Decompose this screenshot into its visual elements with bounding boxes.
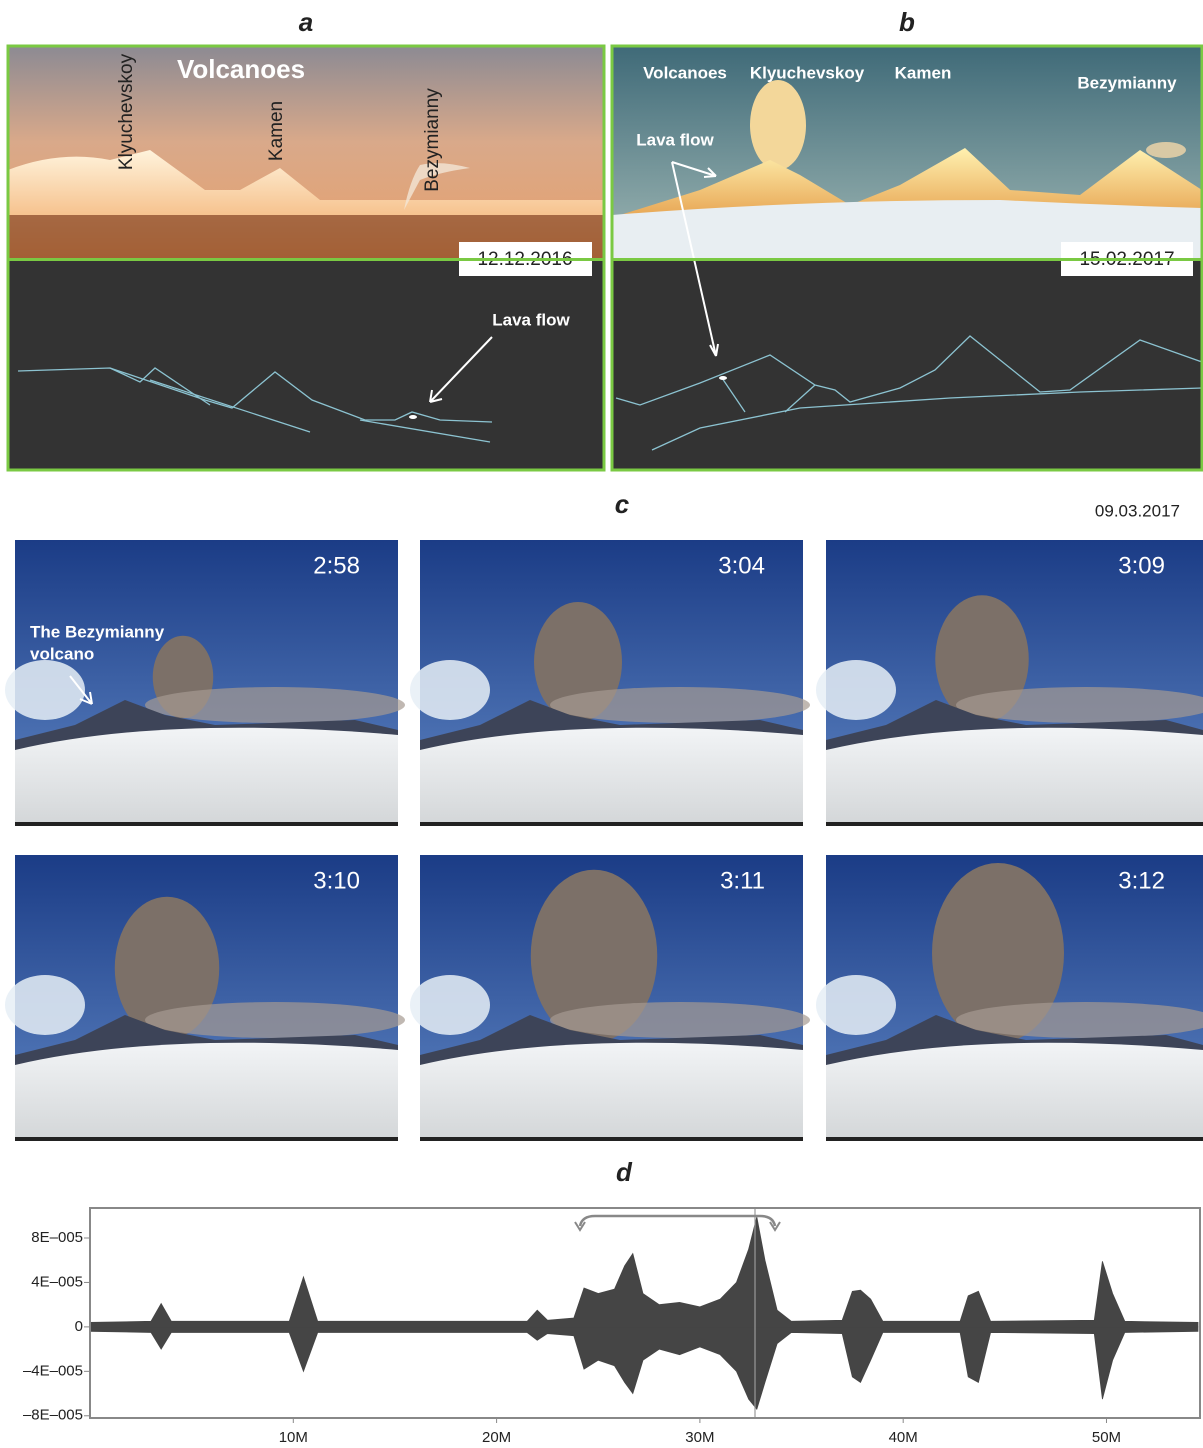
annotation: volcano [30,644,94,663]
y-tick-label: –8E–005 [23,1407,83,1424]
volcano-label: Klyuchevskoy [116,53,137,170]
photo-a [8,46,604,259]
photo-frame: 3:11 [410,855,810,1141]
chart-title: d [616,1157,633,1187]
time: 2:58 [313,552,360,579]
x-tick-label: 40M [889,1429,918,1446]
plume-drift [145,1002,405,1038]
time: 3:10 [313,867,360,894]
y-tick-label: 0 [75,1318,83,1335]
frame-strip [826,1137,1203,1141]
cloud [5,660,85,720]
cloud [816,975,896,1035]
snow [826,1043,1203,1141]
photo-frame: 3:12 [816,855,1203,1141]
snow [15,728,398,826]
snow [420,728,803,826]
snow [826,728,1203,826]
time: 3:12 [1118,867,1165,894]
time: 3:04 [718,552,765,579]
volcano-label: Kamen [895,63,952,82]
date: 09.03.2017 [1095,501,1180,520]
photo-grid: 2:58 3:04 3:09 3:10 3:11 3:12 [5,540,1203,1141]
volcano-label: Klyuchevskoy [750,63,865,82]
annotation: The Bezymianny [30,622,165,641]
snow [15,1043,398,1141]
photo-frame: 3:10 [5,855,405,1141]
figure: a Klyuchevskoy Kamen Bezymianny Volcanoe… [0,0,1203,1448]
signal-envelope [90,1327,1198,1409]
signal-envelope [90,1217,1198,1327]
x-tick-label: 50M [1092,1429,1121,1446]
volcano-label: Bezymianny [1077,73,1177,92]
photo-title: Volcanoes [177,54,305,84]
panel-letter: a [299,7,313,37]
volcano-label: Kamen [266,101,287,161]
volcano-label: Bezymianny [422,88,443,192]
plume-drift [550,1002,810,1038]
photo-frame: 3:09 [816,540,1203,826]
snow [420,1043,803,1141]
frame-strip [420,1137,803,1141]
y-tick-label: 4E–005 [31,1273,83,1290]
cloud [410,975,490,1035]
annotation: Lava flow [492,310,570,329]
seismogram: 8E–005 4E–005 0 –4E–005 –8E–005 10M 20M 30M 40M 5… [23,1217,1198,1446]
panel-letter: b [899,7,915,37]
cloud [816,660,896,720]
photo-frame: 3:04 [410,540,810,826]
frame-strip [15,822,398,826]
frame-strip [420,822,803,826]
time: 3:09 [1118,552,1165,579]
cloud [410,660,490,720]
sketch-a [8,260,604,470]
cloud [5,975,85,1035]
annotation: Lava flow [636,130,714,149]
photo-frame: 2:58 [5,540,405,826]
frame-strip [15,1137,398,1141]
panel-letter: c [615,489,630,519]
x-tick-label: 10M [279,1429,308,1446]
y-tick-label: –4E–005 [23,1362,83,1379]
y-tick-label: 8E–005 [31,1229,83,1246]
photo-label: Volcanoes [643,63,727,82]
x-tick-label: 20M [482,1429,511,1446]
time: 3:11 [720,867,765,894]
x-tick-label: 30M [685,1429,714,1446]
frame-strip [826,822,1203,826]
plume-drift [550,687,810,723]
plume-drift [145,687,405,723]
